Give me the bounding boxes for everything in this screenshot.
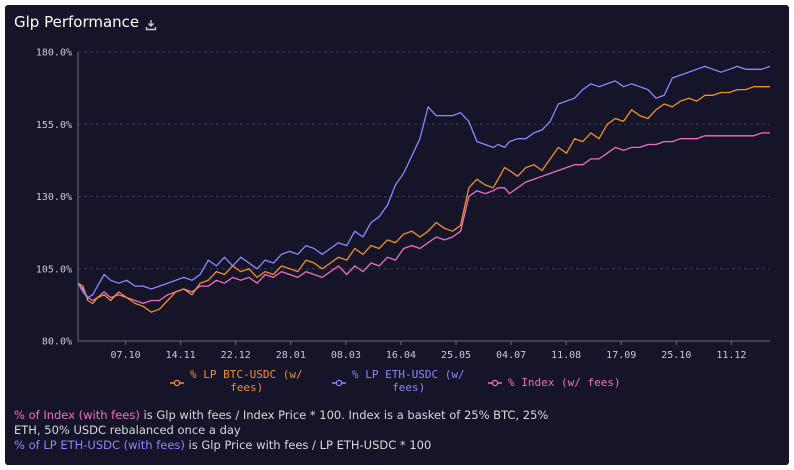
- x-axis: 07.10 14.11 22.12 28.01 08.03 16.04 25.05 04.07…: [78, 340, 770, 361]
- legend-label: fees): [392, 381, 425, 394]
- chart-panel: Glp Performance 80.0% 105.0% 130.0% 155.0% 1…: [5, 5, 789, 465]
- x-tick-label: 28.01: [276, 350, 306, 361]
- y-tick-label: 180.0%: [36, 48, 72, 59]
- x-tick-label: 04.07: [496, 350, 526, 361]
- y-tick-label: 155.0%: [36, 120, 72, 131]
- legend-swatch-dot: [173, 379, 181, 387]
- x-tick-label: 25.10: [661, 350, 691, 361]
- x-tick-label: 14.11: [166, 350, 196, 361]
- legend-label: % LP BTC-USDC (w/: [190, 368, 303, 381]
- x-tick-label: 22.12: [221, 350, 251, 361]
- series-line-1: [77, 65, 771, 299]
- legend-label: % LP ETH-USDC (w/: [352, 368, 465, 381]
- x-tick-label: 11.12: [716, 350, 746, 361]
- footnote-line-1: % of Index (with fees) is Glp with fees …: [14, 408, 574, 438]
- y-tick-label: 105.0%: [36, 264, 72, 275]
- line-chart: 80.0% 105.0% 130.0% 155.0% 180.0% 07.10 14.11…: [36, 48, 771, 394]
- legend-swatch-dot: [335, 379, 343, 387]
- chart-title: Glp Performance: [14, 13, 140, 31]
- legend-label: % Index (w/ fees): [508, 376, 621, 389]
- footnote-line-2: % of LP ETH-USDC (with fees) is Glp Pric…: [14, 438, 574, 453]
- legend-item[interactable]: % LP BTC-USDC (w/fees): [170, 368, 303, 394]
- x-tick-label: 25.05: [441, 350, 471, 361]
- x-tick-label: 08.03: [331, 350, 361, 361]
- legend-label: fees): [230, 381, 263, 394]
- series-line-0: [77, 86, 770, 313]
- y-axis: 80.0% 105.0% 130.0% 155.0% 180.0%: [36, 48, 79, 348]
- footnote-eth-text: is Glp Price with fees / LP ETH-USDC * 1…: [184, 438, 432, 452]
- footnote-eth-highlight: % of LP ETH-USDC (with fees): [14, 438, 185, 452]
- x-tick-label: 11.08: [551, 350, 581, 361]
- series-lines: [77, 65, 771, 313]
- grid: [78, 51, 770, 342]
- x-tick-label: 16.04: [386, 350, 416, 361]
- legend-swatch-dot: [491, 379, 499, 387]
- x-tick-label: 07.10: [111, 350, 141, 361]
- download-icon[interactable]: [145, 16, 157, 31]
- footnote: % of Index (with fees) is Glp with fees …: [14, 408, 574, 453]
- legend-item[interactable]: % Index (w/ fees): [488, 376, 621, 389]
- y-tick-label: 130.0%: [36, 192, 72, 203]
- legend[interactable]: % LP BTC-USDC (w/fees)% LP ETH-USDC (w/f…: [170, 368, 621, 394]
- legend-item[interactable]: % LP ETH-USDC (w/fees): [332, 368, 465, 394]
- y-tick-label: 80.0%: [42, 337, 72, 348]
- footnote-index-text: is Glp with fees / Index Price * 100. In…: [14, 408, 549, 437]
- footnote-index-highlight: % of Index (with fees): [14, 408, 140, 422]
- x-tick-label: 17.09: [606, 350, 636, 361]
- chart-header: Glp Performance: [14, 10, 157, 34]
